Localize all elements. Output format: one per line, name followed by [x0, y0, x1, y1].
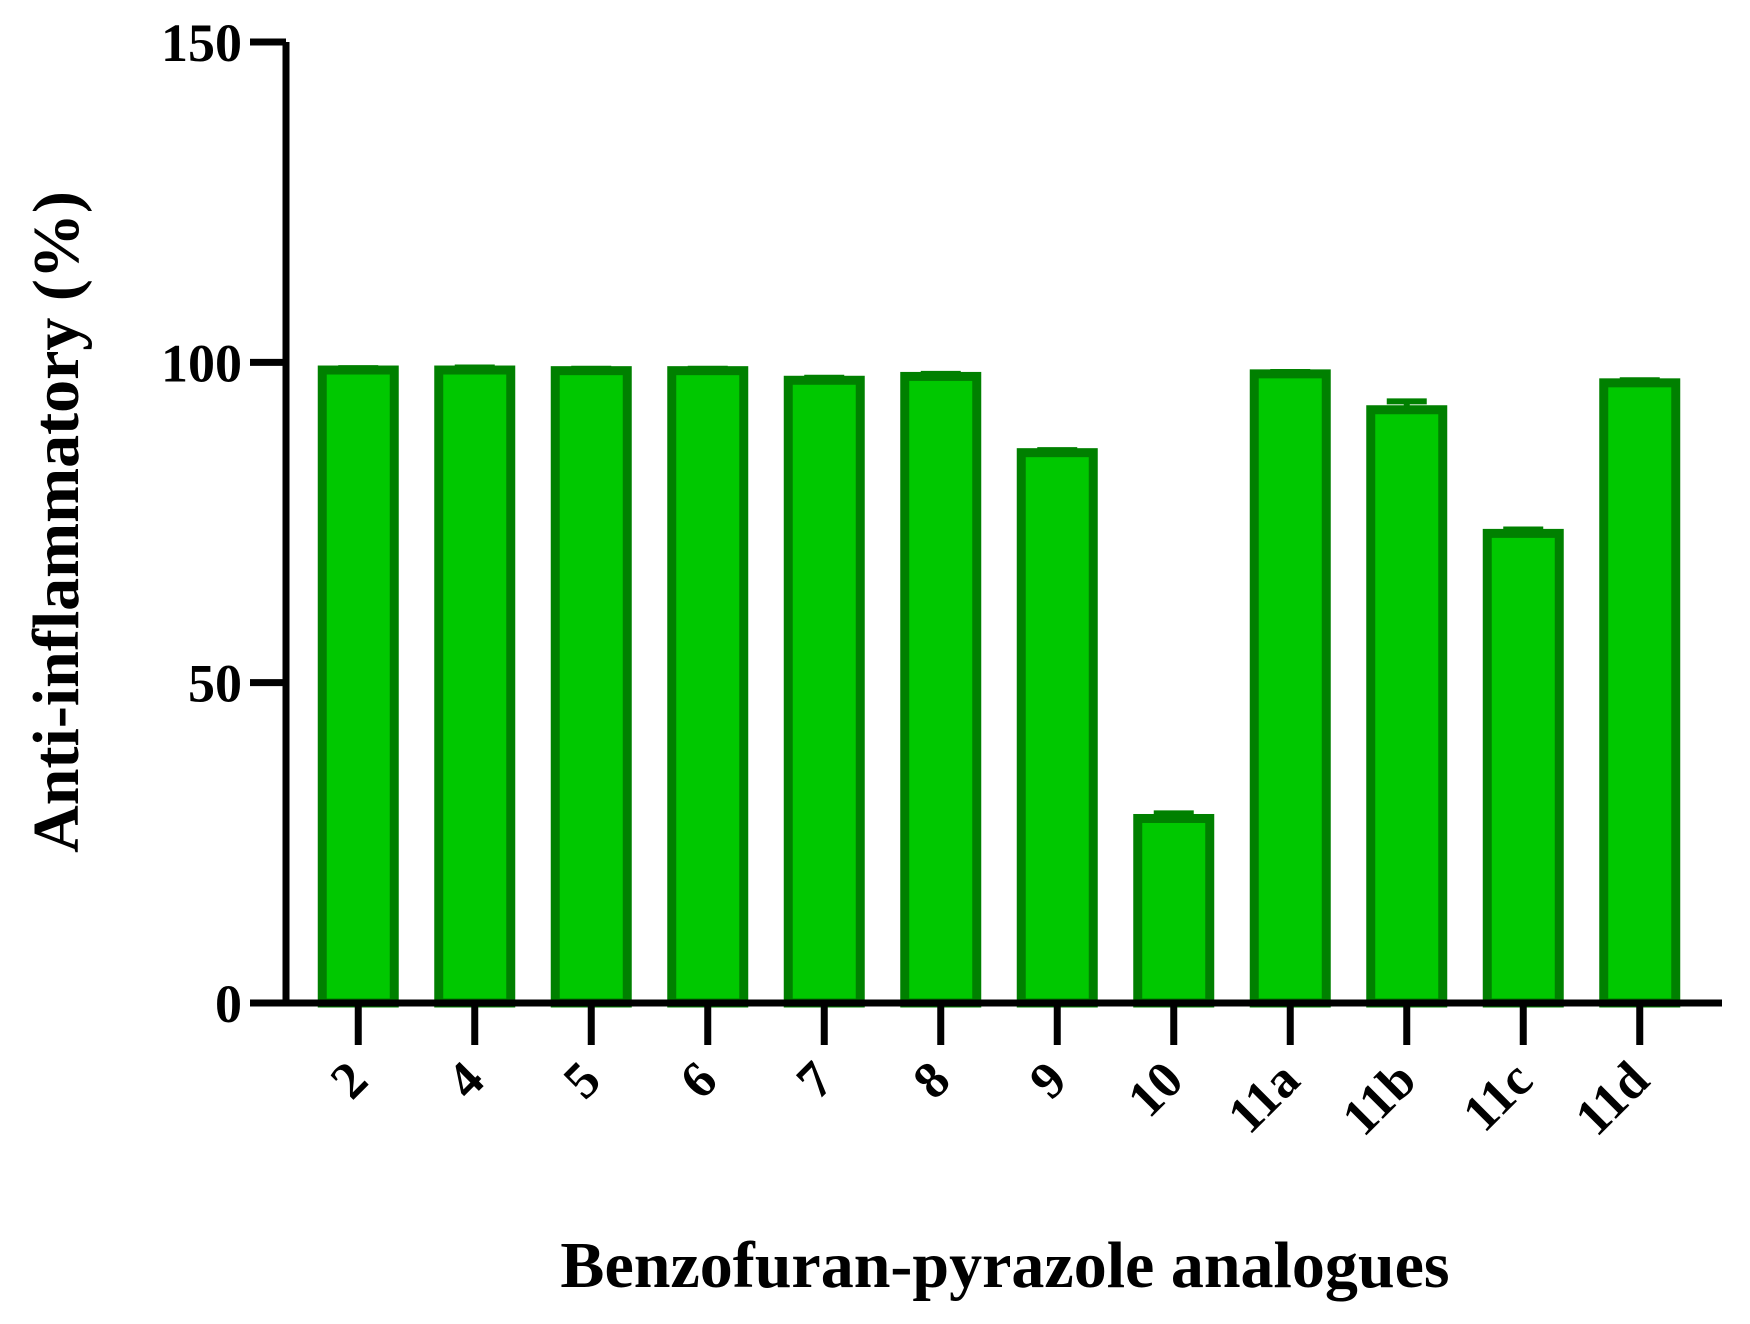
- bar-5: [550, 366, 632, 1008]
- x-tick-label-4: 4: [437, 1051, 496, 1110]
- x-ticks-group: 2 4 5 6 7 8 9 10 11a 11b 11c 11d: [320, 1003, 1660, 1147]
- x-tick-label-11d: 11d: [1565, 1051, 1661, 1147]
- bar-10: [1133, 813, 1215, 1008]
- x-tick-label-2: 2: [320, 1051, 379, 1110]
- error-bars-group: [338, 364, 1660, 819]
- y-tick-label: 100: [161, 333, 242, 393]
- bar-11d: [1599, 378, 1681, 1008]
- bar-11b: [1366, 405, 1448, 1008]
- bar-8: [900, 371, 982, 1008]
- x-tick-label-6: 6: [670, 1051, 729, 1110]
- bar-9: [1016, 448, 1098, 1008]
- bar-4: [434, 365, 516, 1008]
- x-tick-label-9: 9: [1019, 1051, 1078, 1110]
- bar-2: [317, 365, 399, 1008]
- bar-11a: [1249, 369, 1331, 1008]
- y-ticks-group: 0 50 100 150: [161, 13, 286, 1034]
- x-tick-label-11c: 11c: [1452, 1051, 1543, 1142]
- x-tick-label-10: 10: [1117, 1051, 1194, 1128]
- y-axis-title: Anti-inflammatory (%): [20, 191, 93, 853]
- y-tick-label: 50: [188, 654, 242, 714]
- bar-7: [783, 375, 865, 1008]
- x-tick-label-7: 7: [786, 1051, 845, 1110]
- axes-group: [282, 42, 1722, 1007]
- x-tick-label-11a: 11a: [1217, 1051, 1310, 1144]
- bar-11c: [1482, 528, 1564, 1008]
- x-tick-label-5: 5: [553, 1051, 612, 1110]
- bars-group: [317, 365, 1681, 1008]
- x-tick-label-11b: 11b: [1332, 1051, 1428, 1147]
- x-tick-label-8: 8: [903, 1051, 962, 1110]
- bar-6: [667, 366, 749, 1008]
- y-tick-label: 0: [215, 974, 242, 1034]
- x-axis-title: Benzofuran-pyrazole analogues: [560, 1229, 1449, 1302]
- y-tick-label: 150: [161, 13, 242, 73]
